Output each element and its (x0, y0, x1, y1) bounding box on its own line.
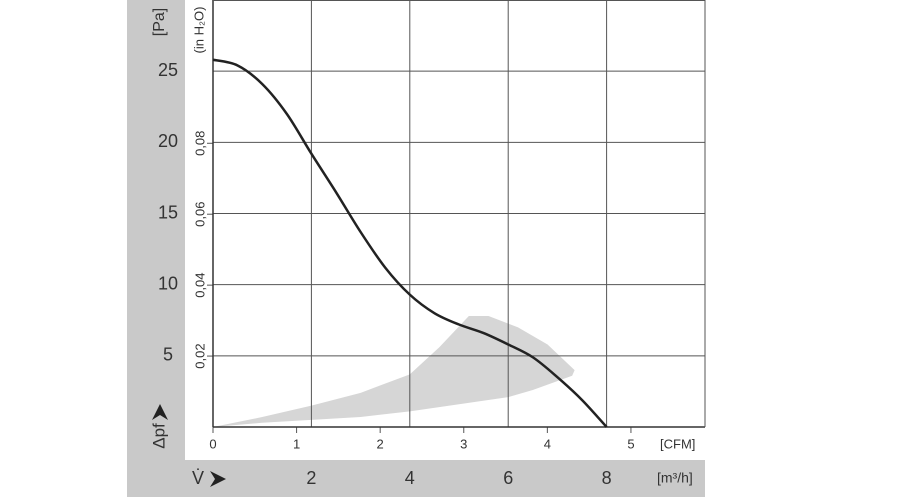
y-tick-label: 20 (158, 131, 178, 151)
x2-tick-label: 2 (377, 436, 384, 451)
x2-tick-label: 1 (293, 436, 300, 451)
x-label: [m³/h] (657, 470, 693, 486)
y2-tick-label: 0,02 (192, 343, 207, 368)
x-tick-label: 2 (306, 468, 316, 488)
x-symbol: V̇ (192, 468, 204, 488)
y-arrow (152, 404, 168, 420)
y-label: [Pa] (151, 8, 168, 36)
x2-tick-label: 0 (209, 436, 216, 451)
y-tick-label: 25 (158, 60, 178, 80)
x2-tick-label: 5 (627, 436, 634, 451)
bottom-band (127, 460, 705, 497)
y2-tick-label: 0,04 (192, 272, 207, 297)
y2-tick-label: 0,08 (192, 131, 207, 156)
x2-label: [CFM] (660, 436, 695, 451)
x-tick-label: 4 (405, 468, 415, 488)
y2-tick-label: 0,06 (192, 202, 207, 227)
curve (212, 58, 608, 428)
y-tick-label: 15 (158, 202, 178, 222)
x-tick-label: 8 (602, 468, 612, 488)
x2-tick-label: 4 (544, 436, 551, 451)
x-arrow (210, 471, 226, 487)
operating-region (213, 315, 575, 427)
y-symbol: Δpf (149, 423, 168, 449)
y-tick-label: 10 (158, 273, 178, 293)
x-tick-label: 6 (503, 468, 513, 488)
y2-label: (in H₂O) (191, 7, 206, 54)
x2-tick-label: 3 (460, 436, 467, 451)
y-tick-label: 5 (163, 345, 173, 365)
